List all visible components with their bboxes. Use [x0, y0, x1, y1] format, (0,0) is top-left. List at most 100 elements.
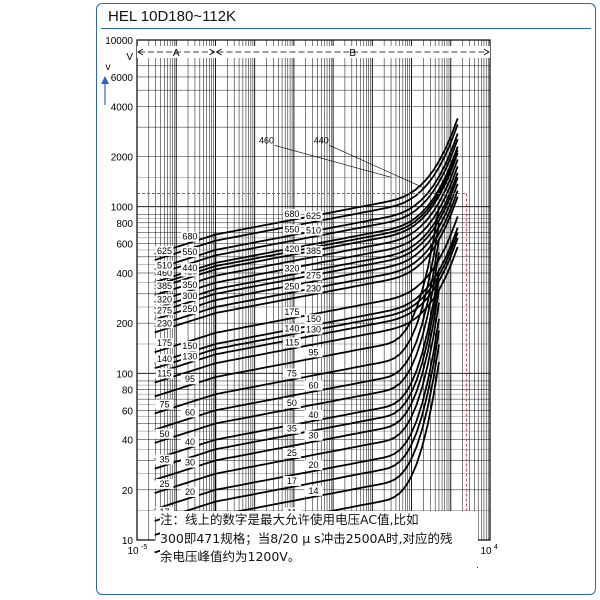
left-curve-25 — [154, 472, 216, 494]
left-series-label: 60 — [185, 407, 195, 417]
left-series-label-bg — [180, 374, 199, 385]
left-series-label: 275 — [157, 305, 172, 315]
note-line: 300即471规格；当8/20 μ s冲击2500A时,对应的残 — [160, 530, 453, 546]
left-series-label: 40 — [185, 437, 195, 447]
y-tick-label: 4000 — [111, 102, 134, 113]
right-curve-35 — [215, 278, 440, 451]
right-series-label: 320 — [284, 264, 299, 274]
y-tick-label: 800 — [116, 219, 133, 230]
right-series-label: 140 — [284, 323, 299, 333]
y-axis-arrowhead — [101, 76, 109, 84]
right-curve-25 — [215, 302, 440, 475]
left-series-label: 460 — [157, 268, 172, 278]
right-series-label: 95 — [308, 347, 318, 357]
left-series-label-bg — [155, 281, 174, 292]
region-arrow-right — [483, 48, 490, 56]
chart-frame — [96, 3, 596, 595]
x-tick-label: 10 — [127, 546, 139, 557]
left-series-label: 115 — [157, 368, 171, 378]
right-curve-14 — [215, 344, 440, 517]
right-curve-385 — [215, 159, 459, 277]
left-series-label: 250 — [182, 304, 197, 314]
x-tick-exponent: -5 — [141, 544, 147, 551]
right-series-label-bg — [304, 314, 323, 325]
y-tick-label: 40 — [122, 436, 134, 447]
right-series-label: 35 — [287, 424, 297, 434]
right-series-label: 50 — [287, 398, 297, 408]
left-series-label: 350 — [182, 280, 197, 290]
right-series-label: 75 — [287, 369, 297, 379]
right-curve-60 — [215, 239, 440, 412]
right-curve-250 — [215, 190, 459, 308]
region-arrow-left — [215, 48, 222, 56]
region-arrow-right — [209, 48, 216, 56]
y-unit-label: V — [126, 52, 133, 63]
right-curve-420 — [215, 152, 459, 271]
right-series-label: 680 — [284, 209, 299, 219]
right-series-label-bg — [282, 307, 301, 318]
right-series-label-bg — [282, 475, 301, 486]
left-series-label-bg — [180, 279, 199, 290]
right-series-label-bg — [304, 485, 323, 496]
right-series-label: 115 — [285, 338, 299, 348]
callout-label: 460 — [259, 135, 274, 145]
right-series-label-bg — [304, 409, 323, 420]
y-tick-label: 60 — [122, 406, 134, 417]
right-series-label-bg — [304, 324, 323, 335]
right-curve-275 — [215, 183, 459, 301]
callout-leader — [329, 145, 424, 188]
left-series-label-bg — [155, 478, 174, 489]
right-curve-320 — [215, 172, 459, 290]
right-series-label: 625 — [306, 211, 321, 221]
y-axis-label: v — [106, 62, 111, 73]
right-series-label: 40 — [308, 410, 318, 420]
y-tick-label: 80 — [122, 385, 134, 396]
left-series-label-bg — [155, 354, 174, 365]
left-curve-75 — [154, 393, 216, 415]
callout-leader — [274, 145, 392, 178]
left-series-label: 230 — [157, 318, 172, 328]
y-tick-label: 10 — [122, 536, 134, 547]
y-tick-label: 200 — [116, 319, 133, 330]
left-series-label: 150 — [182, 341, 197, 351]
left-curve-230 — [154, 312, 216, 334]
reference-lines — [137, 192, 467, 544]
left-series-label-bg — [155, 305, 174, 316]
left-series-label-bg — [155, 318, 174, 329]
note-line: 注：线上的数字是最大允许使用电压AC值,比如 — [160, 512, 419, 527]
left-series-label: 30 — [185, 458, 195, 468]
right-series-label-bg — [282, 263, 301, 274]
left-series-label-bg — [155, 268, 174, 279]
left-series-label: 20 — [185, 487, 195, 497]
right-series-label: 230 — [306, 283, 321, 293]
right-series-label-bg — [282, 448, 301, 459]
callout-label: 440 — [314, 135, 329, 145]
left-curve-20 — [154, 488, 216, 511]
left-series-label: 95 — [185, 374, 195, 384]
right-curve-510 — [215, 138, 459, 257]
left-series-label: 550 — [182, 247, 197, 257]
right-curve-140 — [215, 232, 459, 350]
y-tick-label: 1000 — [111, 203, 134, 214]
right-series-label: 17 — [287, 476, 297, 486]
y-tick-label: 10000 — [105, 36, 133, 47]
right-series-label-bg — [304, 347, 323, 358]
left-series-label: 35 — [159, 455, 169, 465]
left-series-label: 25 — [159, 479, 169, 489]
left-curve-95 — [154, 376, 216, 398]
left-series-label-bg — [180, 407, 199, 418]
right-curve-115 — [215, 246, 459, 365]
right-series-label: 275 — [306, 270, 321, 280]
left-series-label: 320 — [157, 294, 172, 304]
right-curve-130 — [215, 237, 459, 356]
right-series-label-bg — [282, 368, 301, 379]
y-tick-label: 600 — [116, 240, 133, 251]
left-series-label-bg — [180, 341, 199, 352]
right-curve-625 — [215, 124, 459, 242]
y-tick-label: 20 — [122, 486, 134, 497]
right-series-label: 550 — [284, 224, 299, 234]
curve-labels: 1117253550751151401752302753203854605106… — [155, 135, 424, 549]
right-series-label: 60 — [308, 381, 318, 391]
